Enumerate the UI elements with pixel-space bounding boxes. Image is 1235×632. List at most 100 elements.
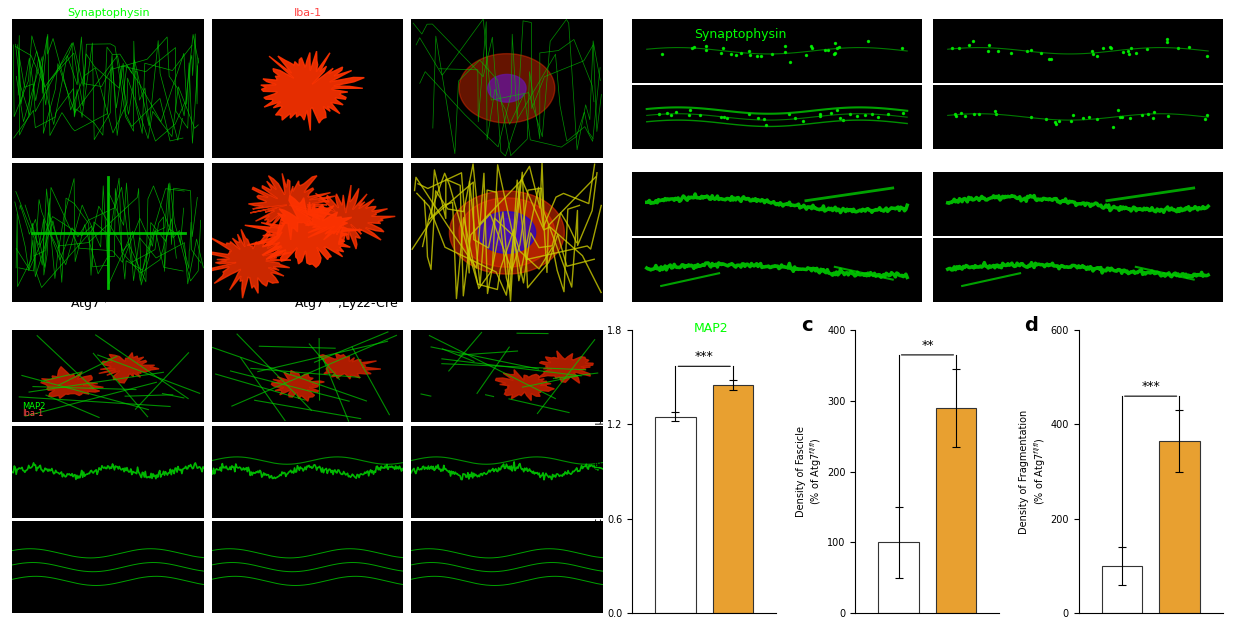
- Point: [955, 111, 974, 121]
- Point: [821, 108, 841, 118]
- Point: [1079, 112, 1099, 122]
- Point: [1144, 107, 1163, 117]
- Point: [1087, 114, 1107, 125]
- Point: [946, 111, 966, 121]
- Point: [697, 40, 716, 51]
- Point: [714, 111, 734, 121]
- Y-axis label: Atg7$^{fl/fl}$;Lyz2-Cre: Atg7$^{fl/fl}$;Lyz2-Cre: [1, 197, 15, 268]
- Point: [1139, 109, 1158, 119]
- Point: [969, 109, 989, 119]
- Text: d: d: [1024, 316, 1037, 335]
- Point: [652, 49, 672, 59]
- Point: [815, 45, 835, 55]
- Point: [1087, 51, 1107, 61]
- Point: [1136, 44, 1156, 54]
- Point: [650, 109, 669, 119]
- Point: [834, 115, 853, 125]
- Y-axis label: Atg7$^{fl/fl}$: Atg7$^{fl/fl}$: [618, 38, 630, 64]
- Point: [683, 43, 703, 53]
- Y-axis label: Atg7$^{fl/fl}$: Atg7$^{fl/fl}$: [618, 191, 630, 217]
- Bar: [936, 408, 977, 613]
- Point: [963, 36, 983, 46]
- Title: Iba-1: Iba-1: [294, 8, 321, 18]
- Point: [1158, 111, 1178, 121]
- Point: [988, 46, 1008, 56]
- Point: [781, 57, 800, 67]
- Title: Overlay: Overlay: [485, 8, 529, 18]
- Polygon shape: [488, 219, 526, 246]
- Point: [726, 50, 746, 60]
- Polygon shape: [99, 353, 159, 383]
- Text: ***: ***: [695, 351, 714, 363]
- Point: [721, 49, 741, 59]
- Point: [825, 38, 845, 48]
- Point: [762, 49, 782, 59]
- Bar: [1102, 566, 1142, 613]
- Polygon shape: [459, 198, 555, 267]
- Point: [1021, 111, 1041, 121]
- Point: [1041, 54, 1061, 64]
- Point: [1049, 116, 1068, 126]
- Point: [1082, 46, 1102, 56]
- Point: [862, 109, 882, 119]
- Point: [840, 109, 860, 119]
- Point: [950, 43, 969, 53]
- Point: [979, 39, 999, 49]
- Point: [824, 49, 844, 59]
- Text: ***: ***: [1141, 380, 1160, 393]
- Point: [1039, 54, 1058, 64]
- Point: [1002, 48, 1021, 58]
- Polygon shape: [319, 353, 380, 379]
- Point: [826, 42, 846, 52]
- Y-axis label: Thickness of Dendrite (μm): Thickness of Dendrite (μm): [594, 405, 604, 538]
- Polygon shape: [272, 370, 325, 401]
- Bar: [878, 542, 919, 613]
- Polygon shape: [41, 367, 104, 398]
- Point: [878, 109, 898, 119]
- Y-axis label: Density of Fragmentation
(% of Atg7$^{fl/fl}$): Density of Fragmentation (% of Atg7$^{fl…: [1019, 410, 1047, 533]
- Text: c: c: [800, 316, 813, 335]
- Bar: [1160, 441, 1199, 613]
- Point: [741, 49, 761, 59]
- Polygon shape: [245, 195, 362, 267]
- Point: [1195, 114, 1215, 124]
- Bar: [713, 385, 753, 613]
- Point: [797, 50, 816, 60]
- Point: [1108, 104, 1128, 114]
- Point: [802, 40, 821, 51]
- Point: [756, 119, 776, 130]
- Text: MAP2: MAP2: [694, 322, 729, 336]
- Point: [1103, 123, 1123, 133]
- Polygon shape: [206, 229, 291, 298]
- Point: [711, 112, 731, 122]
- Text: Synaptophysin: Synaptophysin: [694, 28, 787, 42]
- Point: [1178, 42, 1198, 52]
- Polygon shape: [248, 173, 336, 240]
- Polygon shape: [478, 212, 536, 253]
- Point: [1157, 37, 1177, 47]
- Point: [856, 111, 876, 121]
- Point: [679, 110, 699, 120]
- Point: [776, 47, 795, 57]
- Point: [1144, 113, 1163, 123]
- Polygon shape: [459, 54, 555, 123]
- Title: Synaptophysin: Synaptophysin: [67, 8, 149, 18]
- Point: [1197, 110, 1216, 120]
- Point: [714, 43, 734, 53]
- Point: [978, 46, 998, 56]
- Y-axis label: Atg7$^{fl/fl}$;
Lyz2-Cre: Atg7$^{fl/fl}$; Lyz2-Cre: [610, 102, 630, 131]
- Point: [1110, 112, 1130, 122]
- Point: [810, 109, 830, 119]
- Point: [1093, 44, 1113, 54]
- Point: [793, 116, 813, 126]
- Point: [1021, 46, 1041, 56]
- Point: [965, 109, 984, 119]
- Point: [1114, 47, 1134, 57]
- Point: [739, 46, 758, 56]
- Point: [1063, 110, 1083, 120]
- Point: [827, 105, 847, 115]
- Y-axis label: Density of Fascicle
(% of Atg7$^{fl/fl}$): Density of Fascicle (% of Atg7$^{fl/fl}$…: [797, 426, 825, 517]
- Point: [858, 35, 878, 46]
- Polygon shape: [488, 75, 526, 102]
- Y-axis label: Atg7$^{fl/fl}$;
Lyz2-Cre: Atg7$^{fl/fl}$; Lyz2-Cre: [610, 255, 630, 285]
